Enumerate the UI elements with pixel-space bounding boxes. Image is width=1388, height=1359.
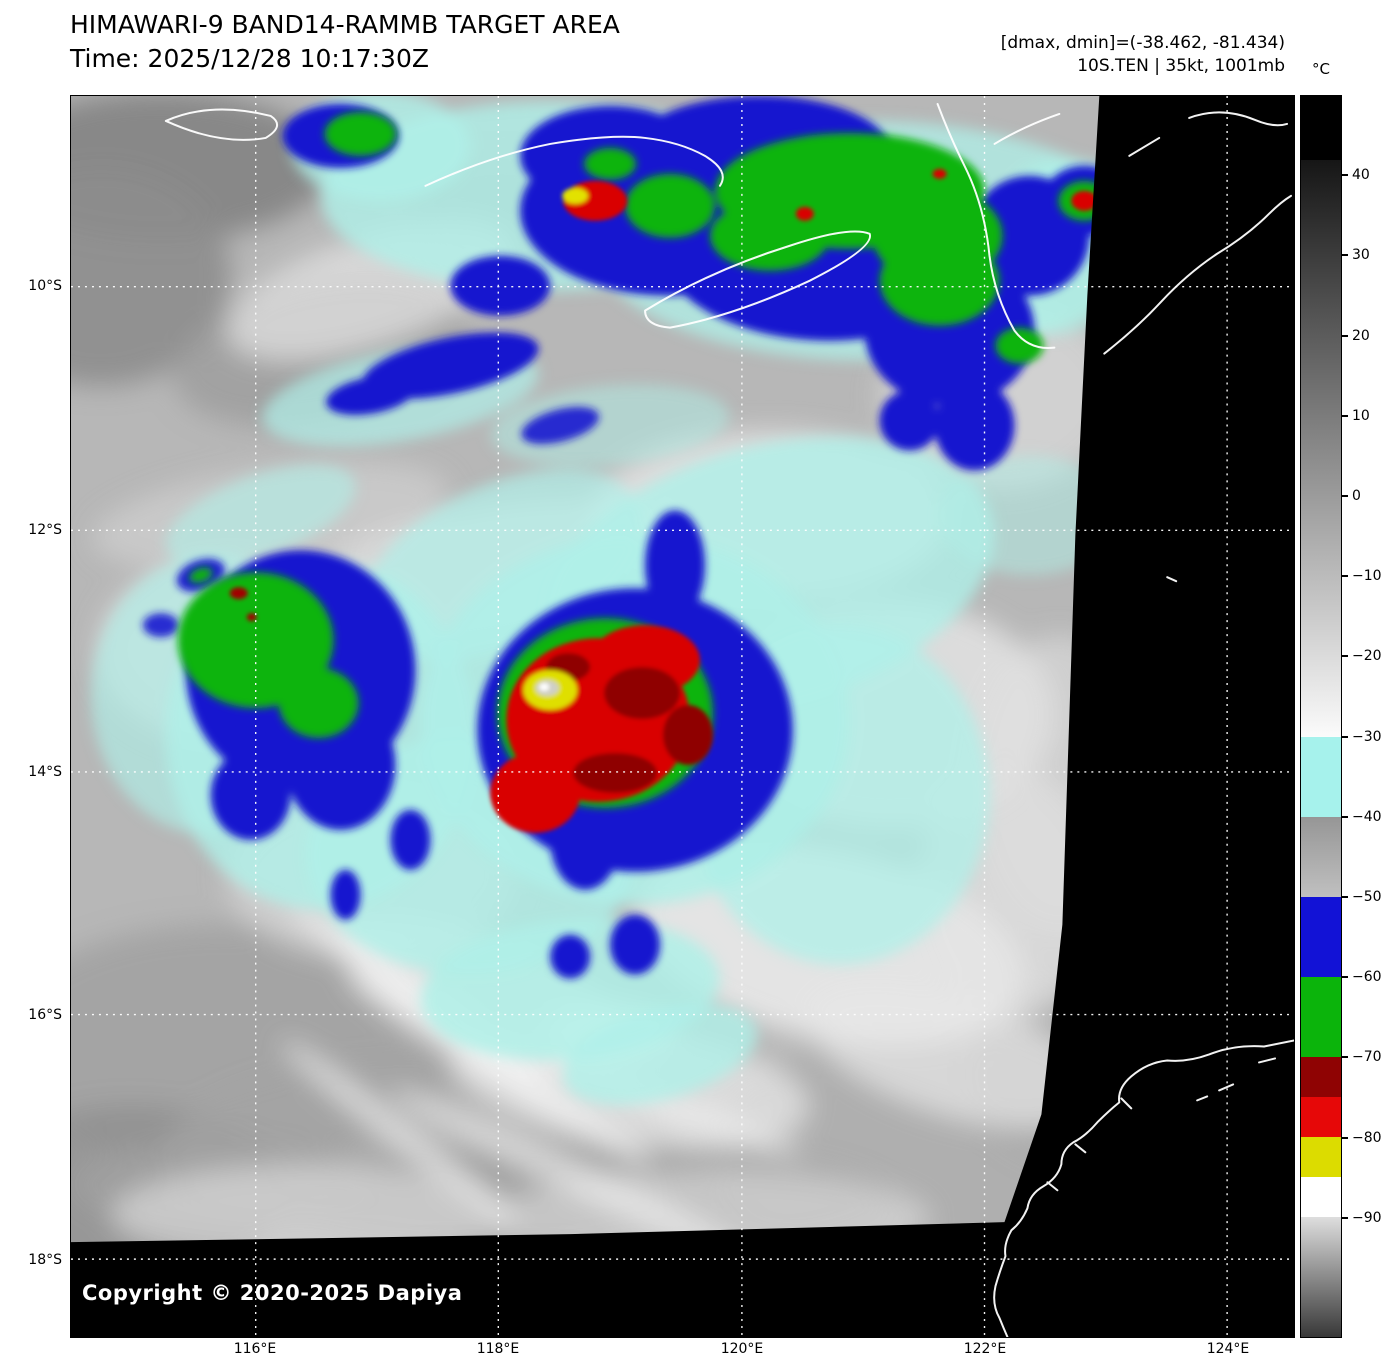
- colorbar-tick-mark: [1342, 1136, 1348, 1139]
- colorbar-tick-label: 0: [1352, 487, 1361, 504]
- colorbar-segment: [1301, 96, 1341, 161]
- colorbar-segment: [1301, 1176, 1341, 1217]
- lon-label: 122°E: [963, 1341, 1007, 1357]
- lat-label: 14°S: [28, 764, 62, 780]
- grid-lines: [71, 96, 1294, 1337]
- satellite-map-frame: [70, 95, 1295, 1338]
- colorbar-tick-label: −40: [1352, 808, 1382, 825]
- colorbar-tick-label: 10: [1352, 407, 1370, 424]
- colorbar-segment: [1301, 736, 1341, 817]
- colorbar-tick-label: −50: [1352, 888, 1382, 905]
- colorbar-tick-label: −20: [1352, 648, 1382, 665]
- colorbar-tick-mark: [1342, 334, 1348, 337]
- colorbar-tick-label: −10: [1352, 568, 1382, 585]
- lat-label: 16°S: [28, 1007, 62, 1023]
- lon-label: 116°E: [233, 1341, 277, 1357]
- colorbar: [1300, 95, 1342, 1338]
- lon-label: 120°E: [720, 1341, 764, 1357]
- colorbar-tick-mark: [1342, 976, 1348, 979]
- colorbar-gradient: [1301, 96, 1341, 1337]
- header-right-block: [dmax, dmin]=(-38.462, -81.434) 10S.TEN …: [1001, 32, 1285, 78]
- colorbar-unit-label: °C: [1312, 60, 1330, 78]
- colorbar-segment: [1301, 1216, 1341, 1337]
- dmax-dmin-label: [dmax, dmin]=(-38.462, -81.434): [1000, 33, 1285, 53]
- colorbar-tick-mark: [1342, 895, 1348, 898]
- colorbar-tick-mark: [1342, 254, 1348, 257]
- colorbar-tick-mark: [1342, 414, 1348, 417]
- colorbar-segment: [1301, 816, 1341, 897]
- red-layer: [229, 168, 1098, 833]
- colorbar-tick-label: −60: [1352, 969, 1382, 986]
- page-title: HIMAWARI-9 BAND14-RAMMB TARGET AREA: [70, 10, 620, 39]
- colorbar-tick-mark: [1342, 1056, 1348, 1059]
- lat-label: 18°S: [28, 1252, 62, 1268]
- storm-info-label: 10S.TEN | 35kt, 1001mb: [1077, 56, 1285, 76]
- colorbar-segment: [1301, 1136, 1341, 1177]
- colorbar-tick-label: −80: [1352, 1129, 1382, 1146]
- colorbar-ticks: 40 30 20 10 0 −10 −20 −30 −40 −50 −60 −70 −80 −90: [1342, 95, 1388, 1338]
- colorbar-segment: [1301, 1056, 1341, 1097]
- satellite-image: [71, 96, 1294, 1337]
- lat-label: 12°S: [28, 522, 62, 538]
- colorbar-segment: [1301, 976, 1341, 1057]
- lon-label: 124°E: [1206, 1341, 1250, 1357]
- no-data-mask: [71, 96, 1294, 1337]
- colorbar-segment: [1301, 1096, 1341, 1137]
- colorbar-tick-label: 30: [1352, 247, 1370, 264]
- colorbar-segment: [1301, 896, 1341, 977]
- cyclone-core: [490, 625, 713, 833]
- australia-coastline: [993, 1039, 1294, 1337]
- colorbar-tick-label: 20: [1352, 327, 1370, 344]
- colorbar-tick-mark: [1342, 494, 1348, 497]
- colorbar-segment: [1301, 160, 1341, 737]
- colorbar-tick-mark: [1342, 815, 1348, 818]
- colorbar-tick-mark: [1342, 1216, 1348, 1219]
- colorbar-tick-mark: [1342, 735, 1348, 738]
- colorbar-tick-mark: [1342, 174, 1348, 177]
- lat-label: 10°S: [28, 278, 62, 294]
- colorbar-tick-label: −70: [1352, 1049, 1382, 1066]
- copyright-label: Copyright © 2020-2025 Dapiya: [82, 1281, 463, 1305]
- timestamp-label: Time: 2025/12/28 10:17:30Z: [70, 44, 429, 73]
- colorbar-tick-label: 40: [1352, 167, 1370, 184]
- colorbar-tick-mark: [1342, 655, 1348, 658]
- colorbar-tick-label: −90: [1352, 1209, 1382, 1226]
- coastlines: [164, 102, 1294, 1337]
- colorbar-tick-mark: [1342, 575, 1348, 578]
- colorbar-tick-label: −30: [1352, 728, 1382, 745]
- lon-label: 118°E: [476, 1341, 520, 1357]
